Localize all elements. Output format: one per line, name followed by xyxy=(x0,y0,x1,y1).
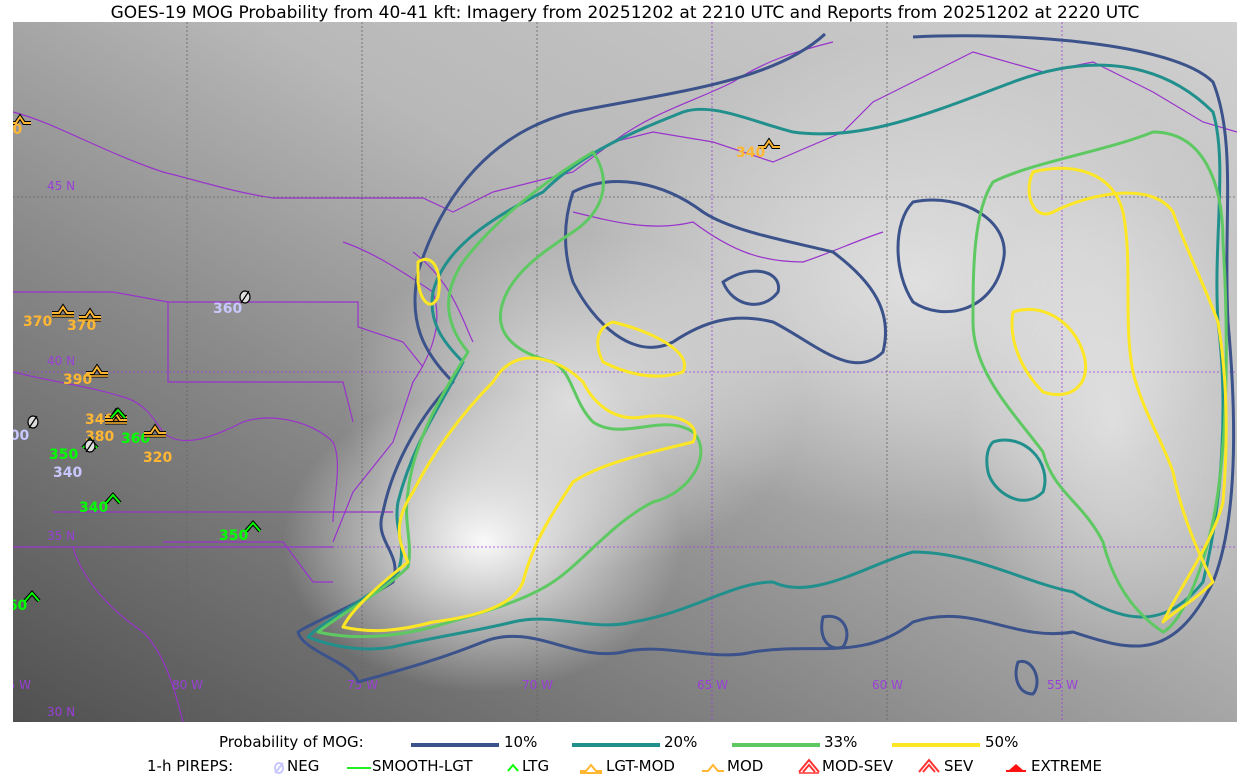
latitude-label: 35 N xyxy=(47,529,75,543)
mod-icon-fill xyxy=(758,139,780,148)
longitude-label: 70 W xyxy=(522,678,553,692)
legend-20: 20% xyxy=(664,733,698,751)
chart-title: GOES-19 MOG Probability from 40-41 kft: … xyxy=(110,3,1140,23)
pirep-ltg: 350 xyxy=(219,519,262,544)
contour-10 xyxy=(564,180,888,365)
legend-smooth-lgt: SMOOTH-LGT xyxy=(372,757,473,775)
pirep-reports: 3703703703603904003403803603203503403403… xyxy=(13,113,780,614)
contour-33 xyxy=(971,130,1228,634)
contour-50 xyxy=(341,356,697,633)
contour-50 xyxy=(1027,166,1228,624)
mod-icon-fill xyxy=(13,115,31,124)
legend-neg: NEG xyxy=(287,757,320,775)
legend-33: 33% xyxy=(824,733,858,751)
pirep-lgt-mod: 320 xyxy=(143,423,172,466)
longitude-label: 80 W xyxy=(172,678,203,692)
pirep-neg: 340 xyxy=(53,439,96,481)
legend-mod-sev: MOD-SEV xyxy=(822,757,893,775)
pirep-altitude-label: 350 xyxy=(49,447,78,463)
swatch-33 xyxy=(732,743,820,747)
pirep-ltg: 360 xyxy=(109,406,150,447)
mod-icon xyxy=(702,763,724,772)
contour-50 xyxy=(1010,307,1088,397)
contour-10 xyxy=(721,269,780,306)
contour-10 xyxy=(296,32,1236,684)
legend-50: 50% xyxy=(985,733,1019,751)
probability-legend-title: Probability of MOG: xyxy=(219,733,364,751)
latitude-label: 40 N xyxy=(47,354,75,368)
pirep-altitude-label: 400 xyxy=(13,428,29,444)
mog-contours xyxy=(296,32,1236,696)
pirep-altitude-label: 350 xyxy=(219,528,248,544)
chevron-icon-fill xyxy=(105,493,121,504)
neg-icon-slash xyxy=(240,290,250,304)
neg-icon-slash xyxy=(28,415,38,429)
pirep-lgt-mod: 370 xyxy=(67,307,101,334)
pirep-altitude-label: 340 xyxy=(736,145,765,161)
legend-ltg: LTG xyxy=(522,757,550,775)
lgt-mod-icon-fill xyxy=(79,309,101,318)
swatch-10 xyxy=(411,743,499,747)
lgt-mod-icon xyxy=(580,763,602,774)
pirep-mod: 340 xyxy=(736,137,780,161)
pirep-altitude-label: 370 xyxy=(13,122,22,138)
legend-lgt-mod: LGT-MOD xyxy=(606,757,675,775)
contour-10 xyxy=(820,614,849,650)
longitude-label: 55 W xyxy=(1047,678,1078,692)
pirep-ltg: 360 xyxy=(13,589,41,614)
pirep-neg: 400 xyxy=(13,415,39,444)
contour-33 xyxy=(316,150,703,639)
satellite-map: 45 N 40 N 35 N 30 N 85 W 80 W 75 W 70 W 65 W 60 … xyxy=(13,22,1237,722)
mod-sev-icon xyxy=(798,758,820,774)
legend-10: 10% xyxy=(504,733,538,751)
pirep-ltg: 340 xyxy=(79,491,122,516)
line-icon xyxy=(347,767,371,769)
pirep-altitude-label: 370 xyxy=(23,314,52,330)
contour-10 xyxy=(1014,659,1039,696)
contour-50 xyxy=(416,258,441,306)
pirep-neg: 360 xyxy=(213,290,251,317)
probability-legend: Probability of MOG: 10% 20% 33% 50% xyxy=(0,733,1250,753)
lgt-mod-icon-fill xyxy=(144,425,166,434)
pirep-altitude-label: 360 xyxy=(121,431,150,447)
pirep-mod: 370 xyxy=(13,113,31,138)
longitude-label: 85 W xyxy=(13,678,31,692)
contour-20 xyxy=(306,63,1225,651)
pirep-altitude-label: 390 xyxy=(63,372,92,388)
latitude-label: 45 N xyxy=(47,179,75,193)
longitude-label: 75 W xyxy=(347,678,378,692)
lgt-mod-icon-fill xyxy=(86,365,108,374)
lgt-mod-icon-fill xyxy=(52,305,74,314)
contour-50 xyxy=(596,320,687,378)
pirep-legend: 1-h PIREPS: NEG SMOOTH-LGT LTG LGT-MOD M… xyxy=(0,757,1250,777)
pirep-lgt-mod: 370 xyxy=(23,303,74,330)
chevron-icon-fill xyxy=(245,521,261,532)
pirep-altitude-label: 360 xyxy=(213,301,242,317)
pirep-altitude-label: 340 xyxy=(53,465,82,481)
legend-extreme: EXTREME xyxy=(1031,757,1102,775)
sev-icon xyxy=(918,758,940,773)
chevron-icon-fill xyxy=(110,408,126,419)
longitude-label: 65 W xyxy=(697,678,728,692)
legend-sev: SEV xyxy=(944,757,974,775)
pirep-legend-title: 1-h PIREPS: xyxy=(147,757,234,775)
latitude-label: 30 N xyxy=(47,705,75,719)
longitude-label: 60 W xyxy=(872,678,903,692)
extreme-icon xyxy=(1006,764,1026,772)
pirep-altitude-label: 360 xyxy=(13,598,27,614)
legend-mod: MOD xyxy=(727,757,764,775)
chevron-icon-fill xyxy=(24,591,40,602)
pirep-lgt-mod: 390 xyxy=(63,363,108,388)
chevron-icon xyxy=(507,763,519,772)
neg-icon-slash xyxy=(85,439,95,453)
neg-icon xyxy=(274,762,284,774)
pirep-altitude-label: 340 xyxy=(79,500,108,516)
swatch-20 xyxy=(572,743,660,747)
swatch-50 xyxy=(892,743,980,747)
pirep-altitude-label: 370 xyxy=(67,318,96,334)
contour-20 xyxy=(985,438,1047,502)
pirep-altitude-label: 320 xyxy=(143,450,172,466)
